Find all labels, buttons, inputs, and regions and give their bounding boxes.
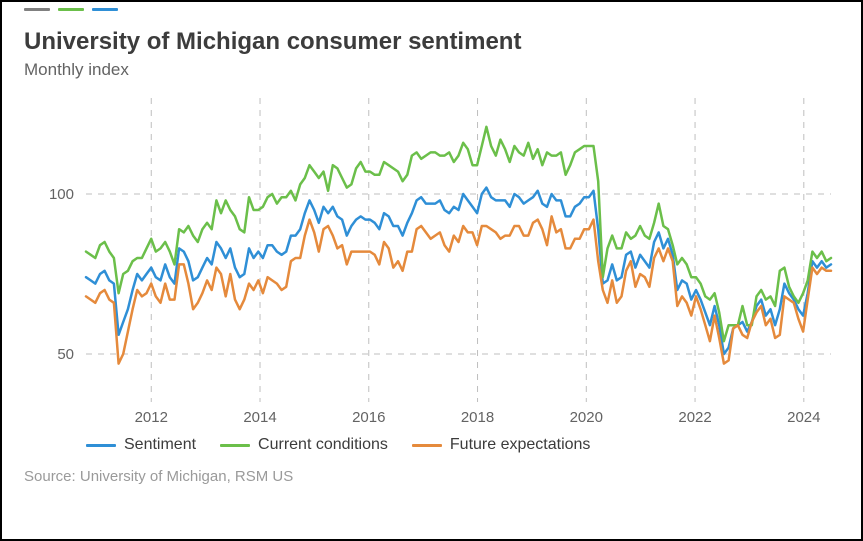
legend-color-future	[412, 444, 442, 447]
series-line-current	[86, 127, 831, 341]
legend-dash	[58, 8, 84, 11]
x-tick-label: 2018	[461, 409, 494, 426]
legend-item-future: Future expectations	[412, 436, 591, 454]
legend-item-current: Current conditions	[220, 436, 388, 454]
x-tick-label: 2012	[135, 409, 168, 426]
mini-legend-top	[24, 8, 118, 11]
legend-label-current: Current conditions	[258, 436, 388, 454]
legend-dash	[24, 8, 50, 11]
chart-plot-area: 50 100 2012 2014 2016 2018 2020 2022 2024	[24, 90, 839, 430]
legend-dash	[92, 8, 118, 11]
legend-item-sentiment: Sentiment	[86, 436, 196, 454]
x-tick-label: 2022	[678, 409, 711, 426]
x-tick-label: 2024	[787, 409, 820, 426]
legend-label-future: Future expectations	[450, 436, 591, 454]
source-note: Source: University of Michigan, RSM US	[24, 468, 839, 485]
y-tick-label: 100	[49, 186, 74, 203]
chart-subtitle: Monthly index	[24, 60, 839, 80]
line-chart-svg: 50 100 2012 2014 2016 2018 2020 2022 2024	[24, 90, 839, 430]
legend-color-sentiment	[86, 444, 116, 447]
x-tick-label: 2014	[243, 409, 276, 426]
chart-title: University of Michigan consumer sentimen…	[24, 28, 839, 56]
legend-color-current	[220, 444, 250, 447]
series-line-sentiment	[86, 188, 831, 354]
x-tick-label: 2020	[570, 409, 603, 426]
legend-bottom: Sentiment Current conditions Future expect…	[86, 436, 839, 454]
y-tick-label: 50	[57, 346, 74, 363]
chart-frame: { "title": "University of Michigan consu…	[0, 0, 863, 541]
x-tick-label: 2016	[352, 409, 385, 426]
legend-label-sentiment: Sentiment	[124, 436, 196, 454]
